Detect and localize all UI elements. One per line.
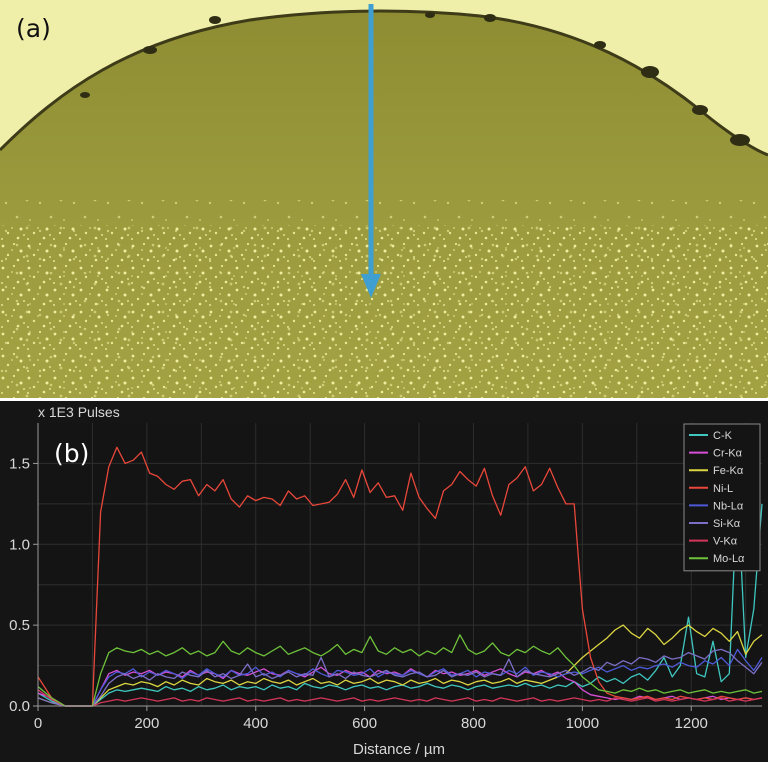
x-tick-label: 200: [134, 715, 159, 732]
chart-axes: 0 200 400 600 800 1000 1200 0.0 0.5 1.0 1.5: [9, 423, 762, 732]
line-scan-chart: 0 200 400 600 800 1000 1200 0.0 0.5 1.0 1.5 C-K Cr-…: [9, 404, 763, 758]
x-tick-label: 1000: [566, 715, 599, 732]
y-tick-label: 0.0: [9, 698, 30, 715]
legend-label: Fe-Kα: [713, 465, 744, 477]
x-axis-label: Distance / µm: [353, 741, 445, 758]
legend-label: Ni-L: [713, 483, 733, 495]
chart-series: [37, 446, 763, 707]
y-tick-label: 0.5: [9, 617, 30, 634]
micrograph-panel: (a): [0, 0, 768, 399]
micrograph-image: [0, 0, 768, 399]
series-line-Ni-L: [37, 446, 763, 707]
series-line-Si-Kα: [37, 648, 763, 707]
series-line-V-Kα: [37, 689, 763, 707]
series-line-Mo-Lα: [37, 634, 763, 707]
series-line-Fe-Kα: [37, 624, 763, 707]
series-line-C-K: [37, 487, 763, 707]
series-line-Nb-Lα: [37, 648, 763, 707]
legend-label: C-K: [713, 430, 733, 442]
plot-area: [38, 423, 762, 706]
chart-grid: [38, 423, 762, 706]
chart-legend: C-K Cr-Kα Fe-Kα Ni-L Nb-Lα Si-Kα V-Kα Mo-Lα: [683, 423, 761, 572]
line-scan-chart-panel: 0 200 400 600 800 1000 1200 0.0 0.5 1.0 1.5 C-K Cr-…: [0, 401, 768, 762]
legend-label: Si-Kα: [713, 518, 741, 530]
panel-label-b: (b): [54, 439, 90, 468]
legend-box: [683, 423, 761, 572]
x-tick-label: 800: [461, 715, 486, 732]
y-tick-label: 1.5: [9, 455, 30, 472]
y-axis-label: x 1E3 Pulses: [38, 404, 120, 420]
x-tick-label: 400: [243, 715, 268, 732]
x-tick-label: 600: [352, 715, 377, 732]
legend-label: V-Kα: [713, 536, 738, 548]
x-tick-label: 1200: [675, 715, 708, 732]
legend-label: Nb-Lα: [713, 500, 744, 512]
x-tick-label: 0: [34, 715, 42, 732]
legend-label: Mo-Lα: [713, 553, 745, 565]
line-scan-arrow: [361, 4, 381, 298]
legend-label: Cr-Kα: [713, 448, 743, 460]
panel-label-a: (a): [16, 14, 51, 43]
y-tick-label: 1.0: [9, 536, 30, 553]
